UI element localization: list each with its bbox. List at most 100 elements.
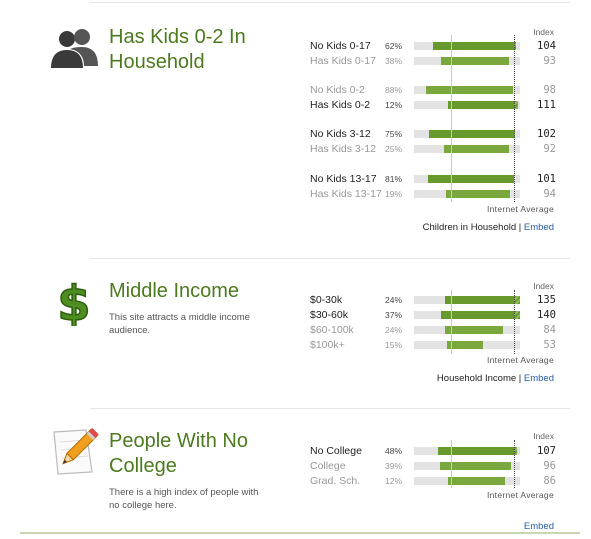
stat-index: 53 (543, 339, 556, 351)
stat-label: Grad. Sch. (310, 475, 361, 487)
stat-row: Grad. Sch. 12% 86 (310, 475, 556, 487)
stat-index: 94 (543, 188, 556, 200)
stat-index: 101 (537, 173, 556, 185)
index-bar (448, 190, 510, 198)
index-bar (448, 326, 503, 334)
index-bar (448, 311, 514, 319)
stat-index: 93 (543, 55, 556, 67)
stat-percent: 37% (385, 310, 403, 320)
index-bar-track (448, 296, 520, 304)
index-bar-track (448, 447, 520, 455)
stat-row: Has Kids 0-2 12% 111 (310, 99, 556, 111)
section-footer: Embed (524, 521, 554, 532)
stat-index: 102 (537, 128, 556, 140)
percent-bar (438, 447, 452, 455)
stat-row: $60-100k 24% 84 (310, 324, 556, 336)
stat-percent: 12% (385, 100, 403, 110)
index-bar-overflow (514, 311, 520, 319)
stat-percent: 39% (385, 461, 403, 471)
kids-section: Has Kids 0-2 In Household Index No Kids … (0, 0, 591, 258)
stat-label: No Kids 3-12 (310, 128, 371, 140)
stat-index: 140 (537, 309, 556, 321)
index-bar-track (448, 145, 520, 153)
stat-label: No Kids 0-17 (310, 40, 371, 52)
stat-row: $0-30k 24% 135 (310, 294, 556, 306)
stat-row: $30-60k 37% 140 (310, 309, 556, 321)
index-bar-track (448, 101, 520, 109)
index-bar-track (448, 462, 520, 470)
index-bar (448, 145, 509, 153)
stat-label: $60-100k (310, 324, 354, 336)
section-title: Has Kids 0-2 In Household (109, 26, 246, 73)
percent-bar (441, 311, 452, 319)
income-section: $ Middle Income This site attracts a mid… (57, 275, 556, 384)
stat-percent: 24% (385, 325, 403, 335)
stat-row: College 39% 96 (310, 460, 556, 472)
footer-separator: | (516, 373, 524, 384)
embed-link[interactable]: Embed (523, 521, 554, 532)
index-bar (448, 57, 509, 65)
section-title: Middle Income (109, 280, 240, 302)
bar-separator-line (451, 440, 452, 488)
bottom-border (20, 532, 580, 534)
stat-percent: 38% (385, 56, 403, 66)
bar-separator-line (451, 290, 452, 354)
embed-link[interactable]: Embed (523, 373, 554, 384)
stat-index: 104 (537, 40, 556, 52)
section-footer: Children in Household | Embed (423, 222, 554, 233)
index-bar-overflow (514, 447, 517, 455)
stat-label: $0-30k (310, 294, 343, 306)
index-bar-track (448, 341, 520, 349)
index-bar (448, 296, 514, 304)
index-bar-track (448, 57, 520, 65)
index-bar (448, 477, 505, 485)
stat-percent: 81% (385, 174, 403, 184)
index-bar (448, 447, 514, 455)
percent-bar (429, 130, 452, 138)
stat-label: Has Kids 0-2 (310, 99, 371, 111)
stat-label: $100k+ (310, 339, 345, 351)
percent-bar-track (414, 130, 452, 138)
internet-average-label: Internet Average (486, 490, 554, 500)
stat-percent: 15% (385, 340, 403, 350)
stat-row: No Kids 3-12 75% 102 (310, 128, 556, 140)
section-divider (90, 258, 570, 259)
percent-bar-track (414, 477, 452, 485)
section-title: People With No College (109, 430, 248, 477)
index-header: Index (533, 27, 554, 37)
section-footer: Household Income | Embed (437, 373, 554, 384)
stat-label: No Kids 13-17 (310, 173, 377, 185)
percent-bar (441, 57, 452, 65)
percent-bar-track (414, 86, 452, 94)
embed-link[interactable]: Embed (523, 222, 554, 233)
internet-average-line (514, 290, 515, 354)
stat-row: No College 48% 107 (310, 445, 556, 457)
stat-row: No Kids 13-17 81% 101 (310, 173, 556, 185)
stat-percent: 48% (385, 446, 403, 456)
index-bar (448, 175, 514, 183)
stat-label: No College (310, 445, 362, 457)
section-divider-top (90, 2, 570, 3)
index-bar-track (448, 190, 520, 198)
section-divider (90, 408, 570, 409)
stat-percent: 62% (385, 41, 403, 51)
percent-bar-track (414, 311, 452, 319)
index-header: Index (533, 281, 554, 291)
index-bar (448, 86, 513, 94)
index-bar-overflow (514, 296, 520, 304)
index-bar-track (448, 477, 520, 485)
section-description: There is a high index of people with no … (109, 487, 259, 511)
percent-bar-track (414, 42, 452, 50)
stat-label: Has Kids 3-12 (310, 143, 376, 155)
stat-percent: 24% (385, 295, 403, 305)
index-bar-overflow (514, 42, 516, 50)
internet-average-line (514, 35, 515, 202)
pencil-paper-icon (48, 426, 100, 478)
index-bar (448, 130, 514, 138)
bar-separator-line (451, 35, 452, 202)
stat-percent: 12% (385, 476, 403, 486)
stat-row: Has Kids 13-17 19% 94 (310, 188, 556, 200)
footer-label: Household Income (436, 373, 517, 384)
stat-percent: 75% (385, 129, 403, 139)
